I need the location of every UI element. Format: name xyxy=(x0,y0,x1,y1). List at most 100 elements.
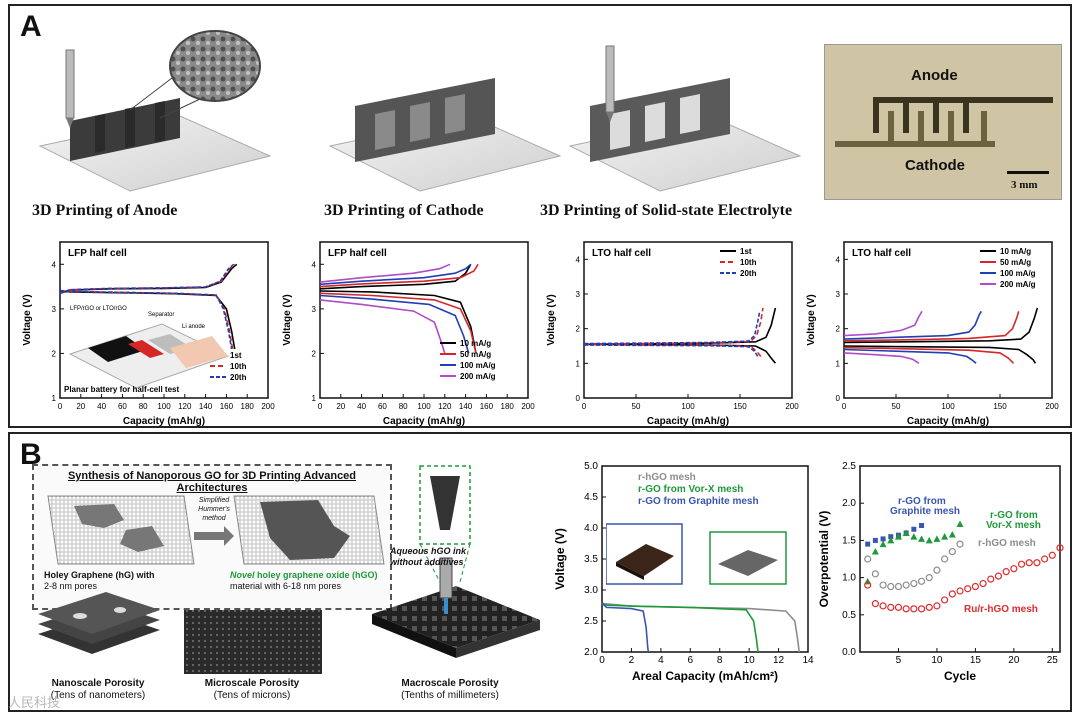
plot-frame xyxy=(583,241,793,399)
x-tick-label: 10 xyxy=(931,655,943,666)
y-tick-label: 3 xyxy=(836,290,841,299)
y-tick-label: 1 xyxy=(576,359,581,368)
y-tick-label: 4 xyxy=(52,260,57,269)
caption-electrolyte: 3D Printing of Solid-state Electrolyte xyxy=(540,202,793,219)
x-tick-label: 150 xyxy=(993,402,1007,411)
x-tick-label: 14 xyxy=(802,655,814,666)
inset-caption: Planar battery for half-cell test xyxy=(64,385,179,394)
x-tick-label: 8 xyxy=(717,655,723,666)
data-point xyxy=(887,603,895,611)
y-tick-label: 3 xyxy=(52,305,57,314)
data-point xyxy=(979,579,987,588)
legend-label: r-hGO mesh xyxy=(638,472,696,483)
x-tick-label: 180 xyxy=(501,402,515,411)
x-tick-label: 100 xyxy=(417,402,431,411)
x-tick-label: 0 xyxy=(58,402,63,411)
x-tick-label: 200 xyxy=(785,402,799,411)
data-point xyxy=(987,575,995,583)
plot-frame xyxy=(859,465,1061,653)
y-tick-label: 0 xyxy=(836,394,841,403)
x-axis-label: Areal Capacity (mAh/cm²) xyxy=(632,669,778,683)
hg-label: Holey Graphene (hG) with 2-8 nm pores xyxy=(44,570,155,591)
data-point xyxy=(1041,555,1049,563)
cathode-illustration xyxy=(328,78,562,192)
x-tick-label: 0 xyxy=(599,655,605,666)
watermark: 人民科技 xyxy=(8,695,61,710)
annotation-label: r-hGO mesh xyxy=(978,538,1036,549)
data-point xyxy=(910,605,918,613)
legend-label: 10th xyxy=(230,362,247,371)
data-point xyxy=(933,602,941,610)
x-tick-label: 180 xyxy=(241,402,255,411)
y-tick-label: 4.5 xyxy=(584,492,598,503)
y-axis-label: Voltage (V) xyxy=(806,294,817,345)
photo-anode-label: Anode xyxy=(911,67,958,84)
series-line xyxy=(843,311,1020,342)
data-point xyxy=(871,600,879,608)
series-line xyxy=(59,289,233,350)
y-tick-label: 1 xyxy=(312,394,317,403)
y-tick-label: 2.5 xyxy=(842,461,856,472)
x-tick-label: 200 xyxy=(521,402,535,411)
data-point xyxy=(902,529,910,536)
y-tick-label: 5.0 xyxy=(584,461,598,472)
legend-label: 100 mA/g xyxy=(460,361,496,370)
x-tick-label: 0 xyxy=(318,402,323,411)
y-tick-label: 0.5 xyxy=(842,610,856,621)
y-axis-label: Voltage (V) xyxy=(546,294,557,345)
data-point xyxy=(941,596,949,604)
planar-battery-inset: LFP/rGO or LTO/rGO Separator Li anode Pl… xyxy=(64,306,230,394)
printing-illustrations xyxy=(38,30,802,192)
porosity-images xyxy=(38,465,540,674)
data-point xyxy=(910,579,918,588)
data-point xyxy=(956,520,964,528)
x-tick-label: 0 xyxy=(842,402,847,411)
chart-title: LFP half cell xyxy=(328,248,387,259)
data-point xyxy=(941,533,949,540)
data-point xyxy=(941,555,949,563)
panel-a: A xyxy=(8,4,1072,428)
series-line xyxy=(601,604,759,653)
y-tick-label: 4 xyxy=(576,255,581,264)
caption-cathode: 3D Printing of Cathode xyxy=(324,202,484,219)
x-tick-label: 80 xyxy=(139,402,148,411)
y-axis-label: Voltage (V) xyxy=(22,294,33,345)
series-line xyxy=(843,346,1015,364)
legend-label: 20th xyxy=(740,269,757,278)
y-tick-label: 2 xyxy=(576,325,581,334)
y-tick-label: 3 xyxy=(576,290,581,299)
data-point xyxy=(902,581,910,589)
panel-b-label: B xyxy=(20,438,42,471)
x-tick-label: 80 xyxy=(399,402,408,411)
series-line xyxy=(319,294,470,354)
y-axis-label: Overpotential (V) xyxy=(817,511,831,608)
series-line xyxy=(319,263,451,283)
chart-lfp-cycles: 0 20 40 60 80 100 120 140 160 180 200 1 2 3 4 Capacity … xyxy=(22,241,275,426)
data-point xyxy=(879,602,887,610)
data-point xyxy=(948,590,956,598)
data-point xyxy=(956,587,964,595)
x-tick-label: 120 xyxy=(178,402,192,411)
series-line xyxy=(319,299,446,354)
data-point xyxy=(872,537,878,543)
legend-label: 50 mA/g xyxy=(460,350,491,359)
data-point xyxy=(1002,568,1010,576)
battery-photo: Anode Cathode 3 mm xyxy=(824,44,1062,200)
legend-label: r-GO from Vor-X mesh xyxy=(638,484,743,495)
annotation-label: r-GO from xyxy=(898,496,946,507)
series-line xyxy=(319,263,472,286)
x-tick-label: 100 xyxy=(941,402,955,411)
data-point xyxy=(864,555,872,563)
data-point xyxy=(871,548,879,555)
x-axis-label: Capacity (mAh/g) xyxy=(907,416,989,426)
data-point xyxy=(865,541,871,547)
series-line xyxy=(583,311,761,345)
data-point xyxy=(1048,551,1056,559)
series-line xyxy=(843,307,1039,344)
data-point xyxy=(933,566,941,574)
nanoscale-label: Nanoscale Porosity (Tens of nanometers) xyxy=(50,678,146,701)
x-tick-label: 40 xyxy=(357,402,366,411)
scale-bar xyxy=(1007,171,1049,174)
x-tick-label: 200 xyxy=(1045,402,1059,411)
x-tick-label: 20 xyxy=(336,402,345,411)
